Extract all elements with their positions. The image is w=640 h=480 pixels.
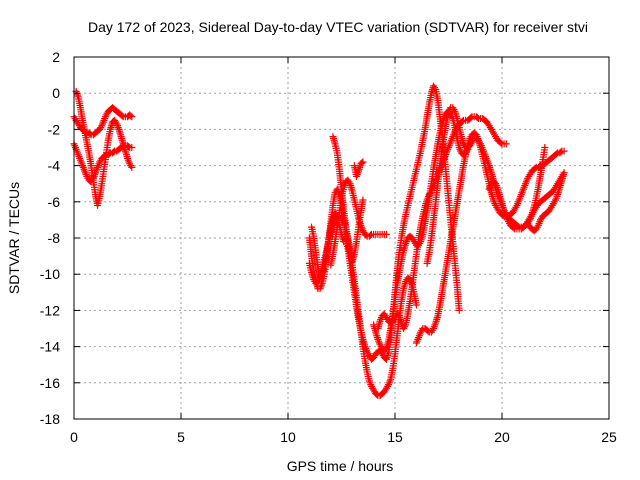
data-point xyxy=(116,144,124,152)
data-point xyxy=(358,159,366,167)
series-2 xyxy=(72,87,136,209)
x-tick-labels: 0 5 10 15 20 25 xyxy=(70,429,617,445)
data-point xyxy=(74,91,82,99)
y-tick-label: -4 xyxy=(48,158,61,174)
data-point xyxy=(510,224,518,232)
series-7 xyxy=(350,158,367,180)
chart-title: Day 172 of 2023, Sidereal Day-to-day VTE… xyxy=(88,19,588,35)
series-6 xyxy=(329,133,367,266)
data-point xyxy=(110,148,118,156)
data-point xyxy=(560,147,568,155)
y-tick-label: 2 xyxy=(52,49,60,65)
data-point xyxy=(455,306,463,314)
data-point xyxy=(464,145,472,153)
data-point xyxy=(118,112,126,120)
y-tick-label: -12 xyxy=(40,302,60,318)
data-point xyxy=(382,230,390,238)
data-point xyxy=(467,114,475,122)
y-tick-label: 0 xyxy=(52,85,60,101)
y-tick-label: -14 xyxy=(40,339,60,355)
x-axis-label: GPS time / hours xyxy=(287,458,394,474)
y-tick-label: -8 xyxy=(48,230,61,246)
x-tick-label: 10 xyxy=(280,429,296,445)
y-tick-label: -18 xyxy=(40,411,60,427)
x-tick-label: 25 xyxy=(601,429,617,445)
x-tick-label: 20 xyxy=(494,429,510,445)
series-13 xyxy=(524,169,568,235)
data-point xyxy=(497,139,505,147)
data-point xyxy=(502,140,510,148)
data-point xyxy=(128,163,136,171)
data-point xyxy=(125,143,133,151)
data-point xyxy=(340,238,348,246)
data-point xyxy=(557,148,565,156)
data-point xyxy=(359,158,367,166)
data-point xyxy=(473,114,481,122)
x-tick-label: 15 xyxy=(387,429,403,445)
data-point xyxy=(412,301,420,309)
y-axis-label: SDTVAR / TECUs xyxy=(6,182,22,294)
y-tick-label: -10 xyxy=(40,266,60,282)
y-tick-label: -6 xyxy=(48,194,61,210)
data-point xyxy=(359,196,367,204)
y-tick-label: -16 xyxy=(40,375,60,391)
data-point xyxy=(127,112,135,120)
data-points xyxy=(70,82,568,399)
data-point xyxy=(560,169,568,177)
axis-ticks xyxy=(73,56,610,420)
data-point xyxy=(128,113,136,121)
data-point xyxy=(541,144,549,151)
data-point xyxy=(128,144,136,151)
x-tick-label: 0 xyxy=(70,429,78,445)
x-tick-label: 5 xyxy=(177,429,185,445)
data-point xyxy=(366,231,374,239)
series-8 xyxy=(308,209,348,280)
data-point xyxy=(531,164,539,172)
y-tick-labels: 2 0 -2 -4 -6 -8 -10 -12 -14 -16 -18 xyxy=(40,49,60,427)
data-point xyxy=(553,150,561,158)
data-point xyxy=(424,327,432,335)
y-tick-label: -2 xyxy=(48,121,61,137)
series-4 xyxy=(305,212,420,399)
series-14 xyxy=(370,107,472,354)
